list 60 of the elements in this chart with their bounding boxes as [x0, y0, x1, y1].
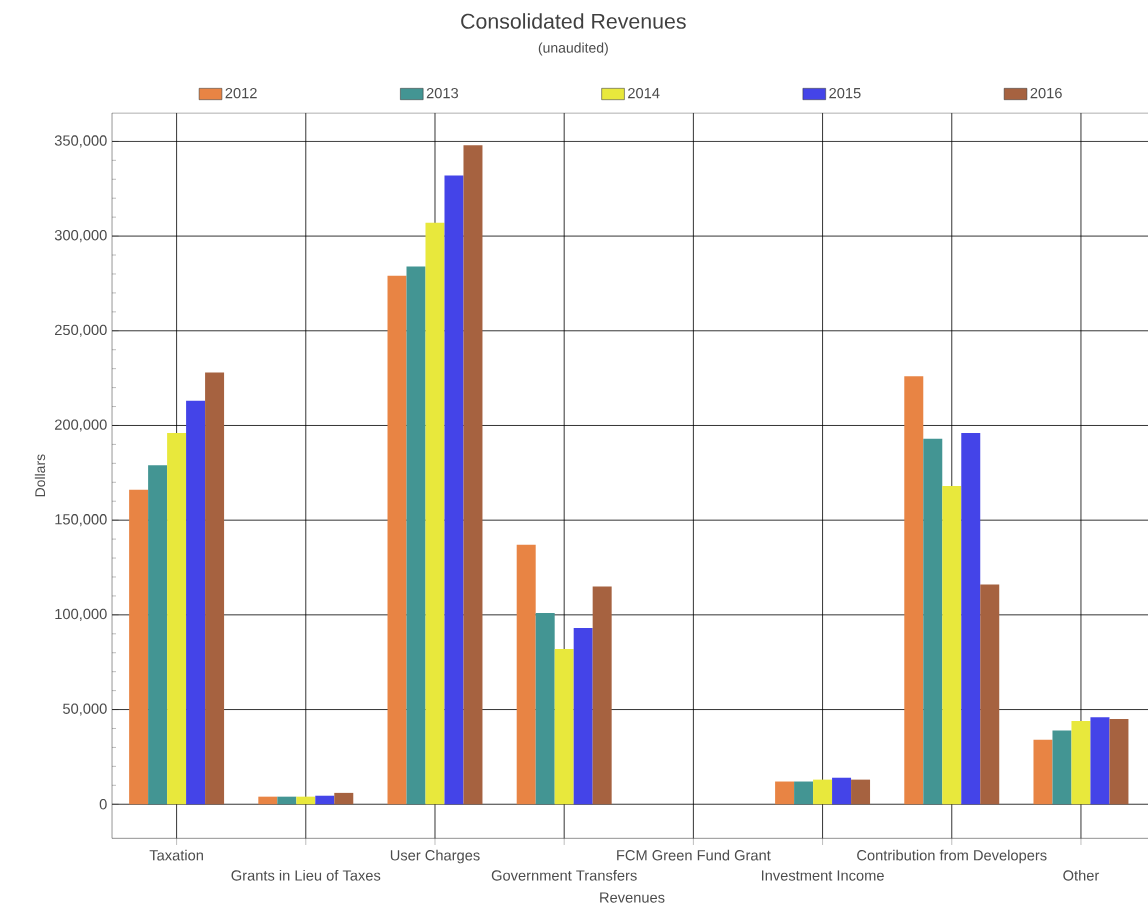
bar [258, 796, 278, 805]
chart-title: Consolidated Revenues [461, 13, 686, 29]
bar [851, 779, 871, 805]
bar [463, 145, 483, 805]
bar [961, 433, 981, 805]
y-tick-label: 150,000 [55, 514, 107, 527]
bar [813, 779, 833, 805]
x-tick-label: FCM Green Fund Grant [617, 849, 771, 861]
bar [425, 222, 445, 805]
x-tick-label: Taxation [149, 849, 203, 861]
bar [904, 376, 924, 805]
legend-label: 2013 [426, 87, 459, 99]
bar [334, 792, 354, 805]
x-axis-title: Revenues [600, 892, 665, 903]
bar [1109, 719, 1129, 805]
legend-label: 2016 [1030, 87, 1062, 99]
x-tick-label: Contribution from Developers [857, 849, 1047, 864]
y-axis-title: Dollars [34, 454, 46, 497]
y-tick-label: 250,000 [55, 324, 107, 337]
bar [1071, 720, 1091, 805]
x-tick-label: User Charges [390, 849, 480, 864]
legend-label: 2015 [829, 87, 861, 99]
bar [167, 433, 187, 805]
bar [186, 400, 206, 805]
bar [832, 777, 852, 805]
x-tick-label: Grants in Lieu of Taxes [231, 869, 381, 881]
y-tick-label: 300,000 [54, 230, 107, 243]
bar [444, 175, 464, 805]
bar [387, 275, 407, 805]
bar [980, 584, 1000, 805]
bar [277, 796, 297, 805]
bar [554, 648, 574, 805]
x-tick-label: Other [1063, 869, 1100, 881]
y-tick-label: 350,000 [54, 135, 107, 148]
bar [205, 372, 225, 805]
bar [942, 486, 962, 805]
y-tick-label: 0 [99, 799, 107, 810]
bar [592, 586, 612, 805]
x-tick-label: Investment Income [761, 870, 884, 881]
bar [923, 438, 943, 805]
legend-label: 2014 [628, 87, 660, 99]
bar [794, 781, 814, 805]
legend-label: 2012 [225, 87, 257, 99]
chart-subtitle: (unaudited) [538, 42, 608, 56]
bar [535, 612, 555, 805]
bar [1052, 730, 1072, 805]
bar [315, 795, 335, 805]
bar [1090, 717, 1110, 805]
y-tick-label: 100,000 [55, 608, 107, 621]
bar [129, 489, 149, 805]
bar [148, 465, 168, 805]
bar [516, 544, 536, 805]
bar [1033, 739, 1053, 805]
bar [573, 628, 593, 805]
y-tick-label: 50,000 [63, 703, 107, 716]
x-tick-label: Government Transfers [491, 869, 637, 881]
y-tick-label: 200,000 [55, 419, 107, 432]
bar [775, 781, 795, 805]
bar [406, 266, 426, 805]
bar [296, 796, 316, 805]
